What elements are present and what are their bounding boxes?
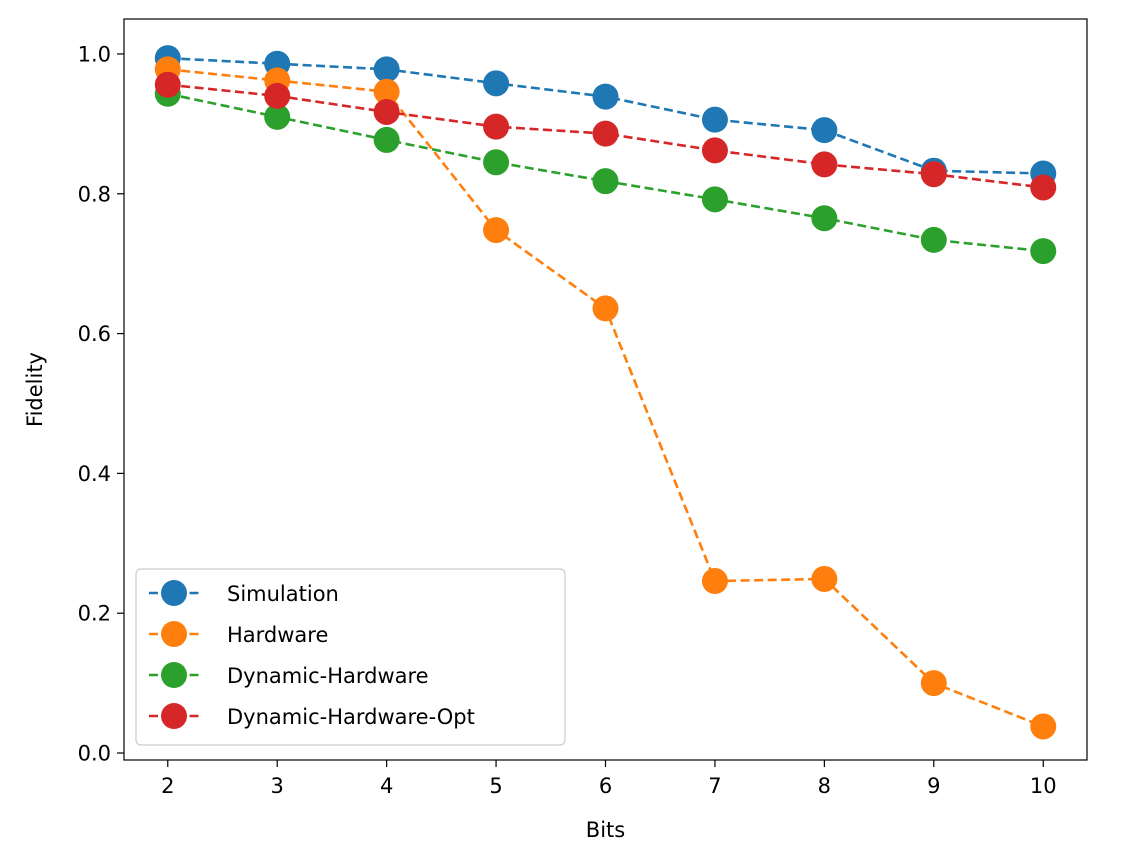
legend-item: Hardware <box>149 621 328 647</box>
data-point <box>701 186 728 213</box>
data-point <box>811 205 838 232</box>
data-point <box>592 120 619 147</box>
x-tick-label: 10 <box>1030 774 1057 798</box>
y-tick-label: 0.0 <box>78 742 111 766</box>
legend-marker <box>161 621 187 647</box>
y-tick-label: 0.8 <box>78 182 111 206</box>
data-point <box>920 161 947 188</box>
x-tick-label: 9 <box>927 774 940 798</box>
y-axis: 0.0 0.2 0.4 0.6 0.8 1.0 <box>78 42 124 766</box>
data-point <box>701 568 728 595</box>
legend-box <box>135 568 566 746</box>
series-dynamic-hardware <box>154 80 1057 265</box>
y-tick-label: 0.6 <box>78 322 111 346</box>
y-tick-label: 0.4 <box>78 462 111 486</box>
data-point <box>373 126 400 153</box>
data-point <box>811 565 838 592</box>
y-tick-label: 1.0 <box>78 42 111 66</box>
x-tick-label: 2 <box>161 774 174 798</box>
x-tick-label: 5 <box>489 774 502 798</box>
series-line <box>167 56 1044 175</box>
data-point <box>154 71 181 98</box>
data-point <box>483 217 510 244</box>
data-point <box>592 168 619 195</box>
data-point <box>483 113 510 140</box>
legend: Simulation Hardware Dynamic-Hardware Dynami… <box>135 568 566 746</box>
x-axis-label: Bits <box>586 818 625 842</box>
y-tick-label: 0.2 <box>78 602 111 626</box>
x-tick-label: 6 <box>599 774 612 798</box>
y-axis-label: Fidelity <box>23 352 47 427</box>
data-point <box>701 106 728 133</box>
data-point <box>373 78 400 105</box>
data-point <box>483 70 510 97</box>
data-point <box>811 151 838 178</box>
x-tick-label: 3 <box>271 774 284 798</box>
legend-label: Dynamic-Hardware-Opt <box>227 705 475 729</box>
x-tick-label: 4 <box>380 774 393 798</box>
data-point <box>373 56 400 83</box>
data-point <box>1030 174 1057 201</box>
x-tick-label: 7 <box>708 774 721 798</box>
data-point <box>264 82 291 109</box>
data-point <box>920 670 947 697</box>
data-point <box>811 117 838 144</box>
data-point <box>373 98 400 125</box>
legend-item: Dynamic-Hardware <box>149 662 429 688</box>
data-point <box>701 137 728 164</box>
x-axis: 2 3 4 5 6 7 8 9 10 <box>161 760 1057 798</box>
series-dynamic-hardware-opt <box>154 71 1057 201</box>
legend-item: Simulation <box>149 580 339 606</box>
data-point <box>1030 713 1057 740</box>
data-point <box>264 103 291 130</box>
legend-label: Simulation <box>227 582 339 606</box>
legend-label: Hardware <box>227 623 328 647</box>
legend-label: Dynamic-Hardware <box>227 664 429 688</box>
data-point <box>1030 238 1057 265</box>
data-point <box>592 295 619 322</box>
x-tick-label: 8 <box>818 774 831 798</box>
legend-marker <box>161 662 187 688</box>
legend-item: Dynamic-Hardware-Opt <box>149 703 475 729</box>
legend-marker <box>161 580 187 606</box>
series-layer <box>154 45 1057 740</box>
legend-marker <box>161 703 187 729</box>
data-point <box>592 83 619 110</box>
data-point <box>920 226 947 253</box>
data-point <box>483 149 510 176</box>
